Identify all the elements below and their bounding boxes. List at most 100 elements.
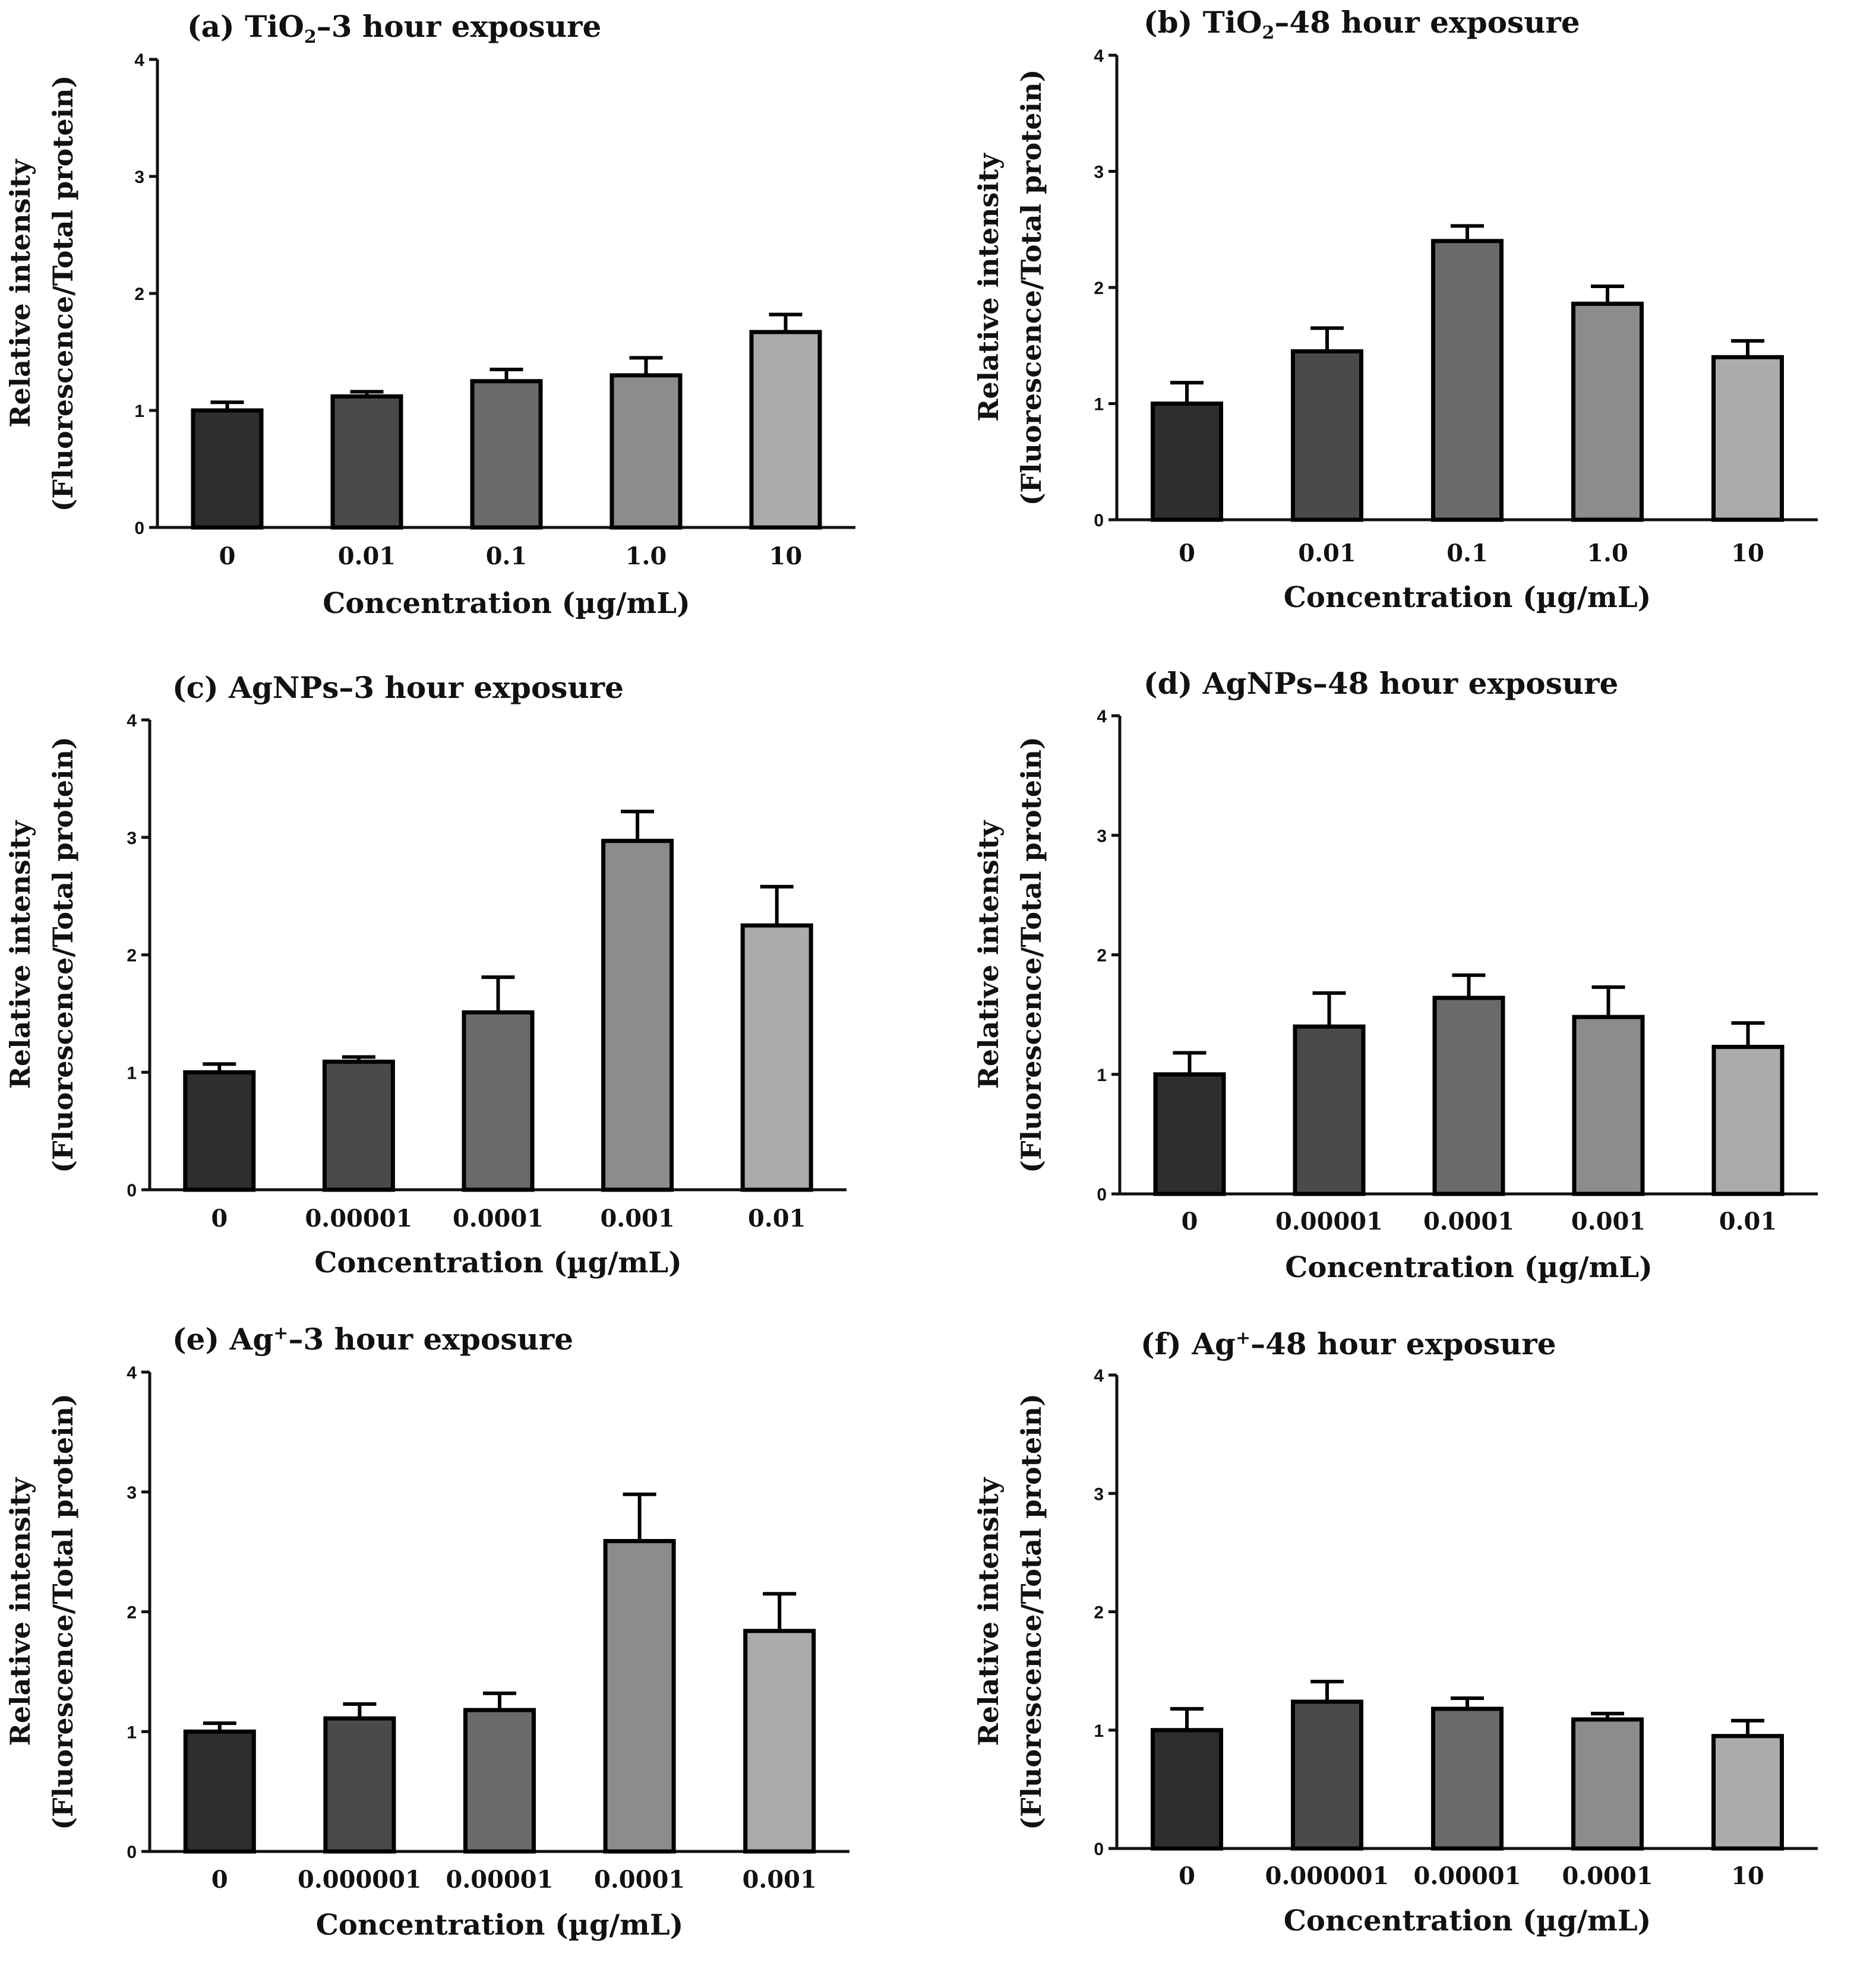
- y-axis-label: Relative intensity (Fluorescence/Total pr…: [4, 1393, 79, 1830]
- y-tick-label: 1: [127, 1723, 137, 1742]
- x-category-label: 0: [1179, 1862, 1195, 1890]
- chart-title-main: (c) AgNPs–3 hour exposure: [172, 670, 624, 705]
- bar: [1711, 1044, 1785, 1196]
- x-category-label: 0: [211, 1866, 228, 1894]
- chart-panel-d: (d) AgNPs–48 hour exposure 0 1 2 3 4 0 0.00001 0…: [972, 666, 1818, 1284]
- x-category-label: 0.0001: [453, 1205, 544, 1233]
- bar: [1293, 1024, 1366, 1196]
- chart-title: (f) Ag+–48 hour exposure: [1141, 1326, 1556, 1361]
- x-category-label: 0.0001: [1423, 1208, 1514, 1235]
- y-axis-label-line1: Relative intensity: [4, 1477, 36, 1746]
- x-category-label: 0.1: [486, 542, 528, 570]
- y-axis-label-line1: Relative intensity: [4, 159, 36, 428]
- y-tick-label: 0: [127, 1843, 137, 1862]
- x-category-label: 0.000001: [298, 1866, 422, 1894]
- bar: [323, 1716, 396, 1854]
- y-tick-label: 2: [127, 1603, 137, 1623]
- chart-title-rest: –48 hour exposure: [1274, 5, 1580, 40]
- x-category-label: 0.0001: [1562, 1862, 1653, 1890]
- x-category-label: 0.01: [338, 542, 396, 570]
- bar: [1711, 1734, 1784, 1851]
- chart-title-rest: –48 hour exposure: [1250, 1326, 1556, 1361]
- bar: [1151, 1728, 1223, 1851]
- x-category-label: 0: [211, 1205, 228, 1233]
- chart-title: (e) Ag+–3 hour exposure: [172, 1322, 573, 1357]
- y-axis-label-line2: (Fluorescence/Total protein): [1015, 1393, 1047, 1830]
- x-axis-label: Concentration (µg/mL): [1284, 1904, 1651, 1938]
- y-axis-label-line2: (Fluorescence/Total protein): [47, 75, 79, 512]
- x-category-label: 0.00001: [1275, 1208, 1383, 1235]
- y-tick-label: 2: [1094, 1603, 1104, 1623]
- x-axis-label: Concentration (µg/mL): [316, 1908, 684, 1942]
- x-category-label: 0.1: [1447, 539, 1488, 567]
- bar: [183, 1070, 256, 1192]
- chart-panel-f: (f) Ag+–48 hour exposure 0 1 2 3 4 0 0.000001 0.…: [972, 1326, 1818, 1938]
- bar: [1153, 1072, 1226, 1196]
- y-tick-label: 1: [1094, 395, 1104, 415]
- bar: [1291, 349, 1363, 522]
- bar: [603, 1538, 676, 1854]
- bar: [1431, 1707, 1504, 1851]
- y-tick-label: 3: [1097, 826, 1107, 846]
- x-category-label: 0.0001: [594, 1866, 685, 1894]
- y-axis-label: Relative intensity (Fluorescence/Total pr…: [972, 737, 1047, 1173]
- y-tick-label: 1: [127, 1063, 137, 1083]
- y-tick-label: 4: [1094, 46, 1104, 66]
- bar: [1151, 402, 1223, 522]
- y-axis-label-line1: Relative intensity: [972, 153, 1005, 422]
- y-tick-label: 3: [127, 829, 137, 848]
- y-tick-label: 2: [134, 285, 144, 304]
- y-axis-label-line1: Relative intensity: [4, 820, 36, 1089]
- chart-panel-c: (c) AgNPs–3 hour exposure 0 1 2 3 4 0 0.00001 0.…: [4, 670, 847, 1279]
- bar: [1291, 1699, 1363, 1851]
- y-axis-label: Relative intensity (Fluorescence/Total pr…: [972, 1393, 1047, 1830]
- x-axis-label: Concentration (µg/mL): [323, 587, 690, 620]
- y-axis-label-line2: (Fluorescence/Total protein): [47, 1393, 79, 1830]
- x-axis-label: Concentration (µg/mL): [314, 1246, 682, 1279]
- bar: [749, 330, 822, 530]
- x-category-label: 0.00001: [446, 1866, 554, 1894]
- y-axis-label-line1: Relative intensity: [972, 820, 1005, 1089]
- y-tick-label: 3: [1094, 1484, 1104, 1504]
- y-tick-label: 4: [1097, 707, 1107, 726]
- x-category-label: 0.00001: [1414, 1862, 1521, 1890]
- y-axis-label-line1: Relative intensity: [972, 1477, 1005, 1746]
- bar: [1432, 996, 1505, 1196]
- x-category-label: 0.01: [748, 1205, 806, 1233]
- x-category-label: 0.001: [1571, 1208, 1646, 1235]
- y-axis-label-line2: (Fluorescence/Total protein): [1015, 737, 1047, 1173]
- bar: [463, 1708, 536, 1854]
- bar: [740, 923, 813, 1192]
- chart-title: (a) TiO2–3 hour exposure: [187, 9, 601, 48]
- y-tick-label: 3: [127, 1483, 137, 1503]
- x-axis-label: Concentration (µg/mL): [1284, 581, 1651, 614]
- chart-title-main: (f) Ag: [1141, 1326, 1236, 1361]
- bar: [322, 1059, 395, 1192]
- bar: [743, 1629, 816, 1854]
- chart-title-main: (a) TiO: [187, 9, 304, 44]
- x-category-label: 0.001: [743, 1866, 817, 1894]
- y-tick-label: 2: [127, 946, 137, 966]
- y-tick-label: 1: [1094, 1721, 1104, 1741]
- x-category-label: 0.01: [1298, 539, 1356, 567]
- bar: [1571, 1717, 1644, 1851]
- chart-title-superscript: +: [273, 1323, 288, 1344]
- bar: [1711, 355, 1784, 522]
- chart-title: (c) AgNPs–3 hour exposure: [172, 670, 624, 705]
- y-axis-label-line2: (Fluorescence/Total protein): [47, 737, 79, 1173]
- chart-title: (d) AgNPs–48 hour exposure: [1144, 666, 1618, 701]
- y-tick-label: 0: [134, 519, 144, 538]
- x-category-label: 0.000001: [1265, 1862, 1389, 1890]
- y-tick-label: 4: [127, 1363, 137, 1383]
- y-tick-label: 4: [134, 50, 144, 70]
- y-axis-label: Relative intensity (Fluorescence/Total pr…: [972, 69, 1047, 506]
- bar: [1572, 1015, 1645, 1196]
- y-tick-label: 1: [1097, 1066, 1107, 1085]
- chart-title: (b) TiO2–48 hour exposure: [1144, 5, 1580, 43]
- x-category-label: 10: [1731, 1862, 1764, 1890]
- y-tick-label: 3: [134, 168, 144, 187]
- x-category-label: 10: [1731, 539, 1764, 567]
- chart-title-subscript: 2: [1262, 23, 1274, 43]
